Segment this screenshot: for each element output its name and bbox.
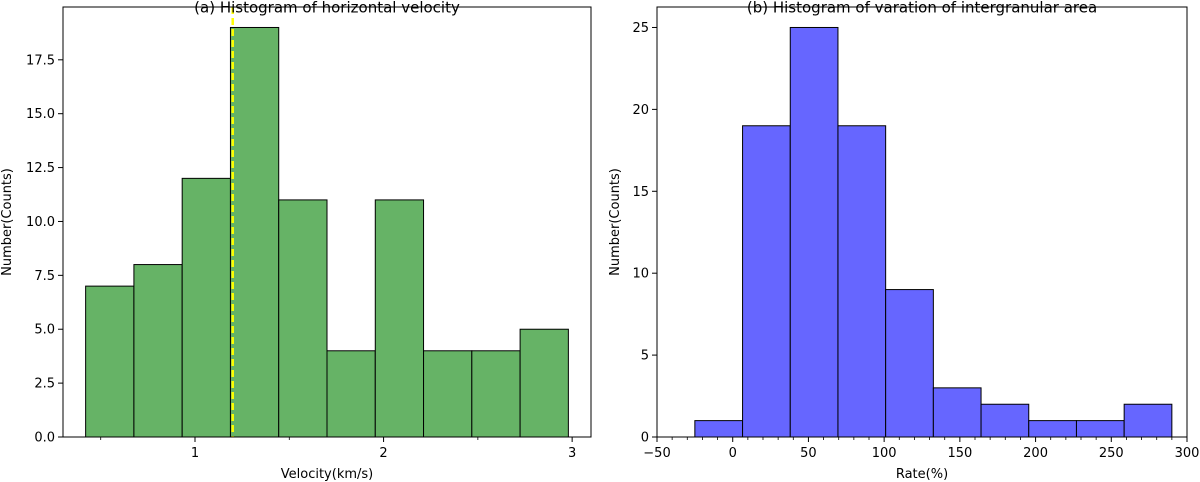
velocity-bar <box>133 264 183 438</box>
velocity-x-tick-label: 1 <box>191 446 199 461</box>
rate-chart-title: (b) Histogram of varation of intergranul… <box>747 0 1097 16</box>
rate-axes-frame <box>656 6 1188 438</box>
rate-bars <box>694 26 1173 438</box>
velocity-bar <box>326 350 376 438</box>
rate-x-tick-label: 150 <box>947 446 972 461</box>
rate-y-tick-label: 5 <box>641 349 649 364</box>
rate-x-tick-label: 50 <box>800 446 817 461</box>
velocity-y-tick-label: 12.5 <box>26 161 55 176</box>
rate-y-tick-label: 15 <box>632 185 649 200</box>
rate-bar <box>837 125 887 438</box>
velocity-bars <box>85 26 569 438</box>
velocity-y-axis: 0.0 2.5 5.0 7.5 10.0 12.5 15.0 17.5 <box>26 53 63 446</box>
velocity-y-tick-label: 7.5 <box>34 269 55 284</box>
velocity-y-tick-label: 0.0 <box>34 431 55 446</box>
rate-bar <box>1123 403 1173 438</box>
panel-velocity-histogram: 1 2 3 0.0 2.5 5.0 7.5 10.0 12.5 15.0 17.5 (a) His… <box>0 0 592 482</box>
rate-bar <box>742 125 791 438</box>
rate-x-tick-label: −50 <box>643 446 670 461</box>
rate-y-tick-label: 20 <box>632 103 649 118</box>
velocity-bar <box>85 285 135 438</box>
velocity-x-tick-label: 2 <box>379 446 387 461</box>
rate-x-tick-label: 250 <box>1099 446 1124 461</box>
velocity-y-tick-label: 10.0 <box>26 215 55 230</box>
velocity-x-axis: 1 2 3 <box>100 437 576 461</box>
rate-y-axis: 0 5 10 15 20 25 <box>632 21 657 446</box>
velocity-bar <box>519 328 569 438</box>
velocity-axes-frame <box>62 6 592 438</box>
rate-bar <box>694 420 744 438</box>
rate-y-tick-label: 0 <box>641 431 649 446</box>
rate-y-label: Number(Counts) <box>608 168 623 276</box>
velocity-bar <box>181 177 231 438</box>
velocity-y-label: Number(Counts) <box>0 168 15 276</box>
rate-x-tick-label: 300 <box>1175 446 1200 461</box>
rate-x-tick-label: 0 <box>729 446 737 461</box>
velocity-bar <box>374 199 425 438</box>
rate-x-tick-label: 200 <box>1023 446 1048 461</box>
velocity-x-tick-label: 3 <box>568 446 576 461</box>
rate-y-tick-label: 10 <box>632 267 649 282</box>
rate-y-tick-label: 25 <box>632 21 649 36</box>
rate-bar <box>932 387 982 438</box>
velocity-bar <box>278 199 328 438</box>
rate-bar <box>885 289 934 438</box>
rate-bar <box>980 403 1030 438</box>
rate-x-tick-label: 100 <box>872 446 897 461</box>
velocity-bar <box>229 26 280 438</box>
rate-x-axis: −50 0 50 100 150 200 250 300 <box>643 437 1199 461</box>
velocity-y-tick-label: 17.5 <box>26 53 55 68</box>
rate-bar <box>789 26 839 438</box>
velocity-y-tick-label: 2.5 <box>34 377 55 392</box>
rate-x-label: Rate(%) <box>896 467 948 482</box>
rate-bar <box>1028 420 1077 438</box>
rate-bar <box>1075 420 1125 438</box>
velocity-bar <box>423 350 473 438</box>
velocity-y-tick-label: 15.0 <box>26 107 55 122</box>
velocity-x-label: Velocity(km/s) <box>281 467 374 482</box>
velocity-bar <box>471 350 521 438</box>
velocity-chart-title: (a) Histogram of horizontal velocity <box>194 0 460 16</box>
velocity-y-tick-label: 5.0 <box>34 323 55 338</box>
